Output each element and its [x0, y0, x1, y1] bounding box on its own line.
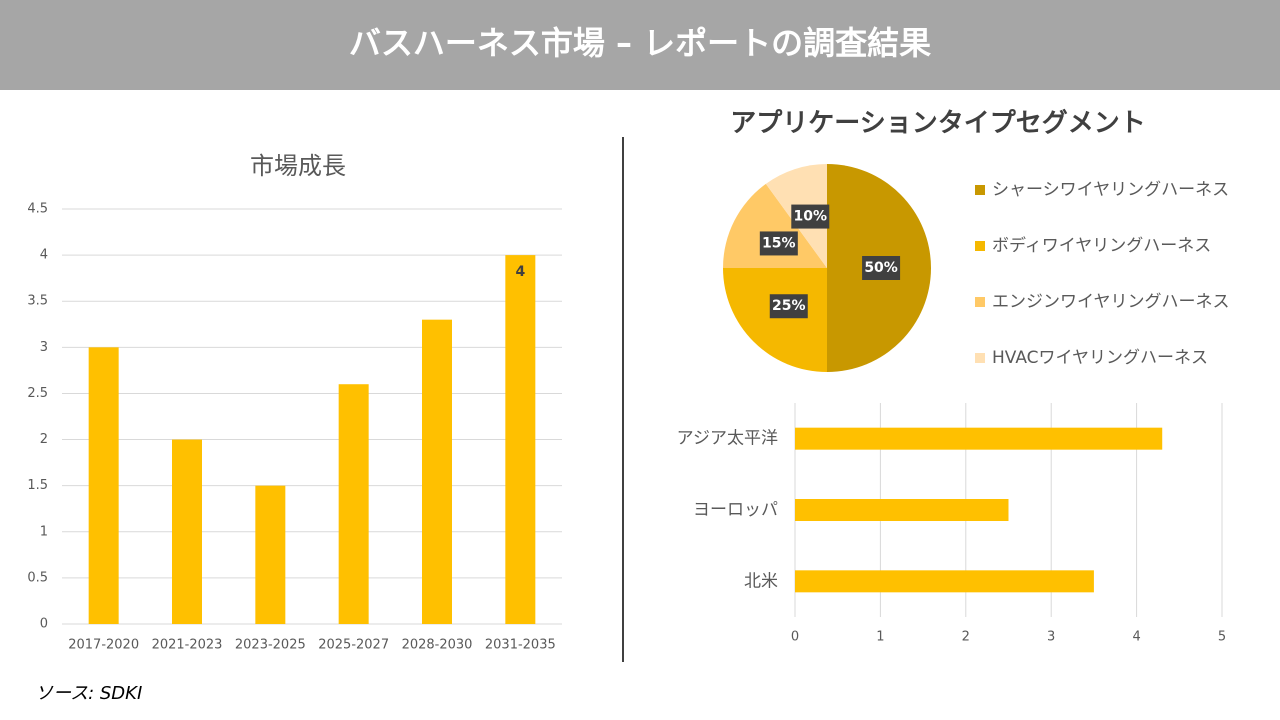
legend-swatch	[975, 297, 985, 307]
y-tick-label: 4.5	[27, 202, 48, 217]
pie-slice	[723, 183, 827, 268]
x-tick-label: 5	[1218, 630, 1226, 645]
legend-label: シャーシワイヤリングハーネス	[992, 180, 1229, 200]
x-tick-label: 2028-2030	[402, 638, 473, 653]
source: ソース: SDKI	[35, 683, 142, 704]
bar	[422, 319, 452, 624]
data-label-box	[759, 231, 798, 256]
x-tick-label: 2031-2035	[485, 638, 556, 653]
x-tick-label: 2023-2025	[235, 638, 306, 653]
x-tick-label: 3	[1047, 630, 1055, 645]
chart-title: 市場成長	[250, 152, 346, 180]
data-label: 25%	[772, 298, 806, 314]
bar	[172, 439, 202, 624]
legend-swatch	[975, 241, 985, 251]
y-tick-label: アジア太平洋	[677, 429, 778, 449]
y-tick-label: 0.5	[27, 570, 48, 585]
data-label: 10%	[794, 209, 828, 225]
x-tick-label: 2025-2027	[318, 638, 389, 653]
header-band	[0, 0, 1280, 90]
y-tick-label: 4	[40, 248, 48, 263]
x-tick-label: 1	[876, 630, 884, 645]
bar	[795, 427, 1163, 450]
y-tick-label: 1	[40, 524, 48, 539]
bar	[88, 347, 119, 624]
bar	[338, 384, 369, 624]
y-tick-label: 北米	[744, 571, 778, 591]
page-title: バスハーネス市場 – レポートの調査結果	[349, 24, 931, 62]
x-tick-label: 2	[962, 630, 970, 645]
x-tick-label: 2017-2020	[68, 638, 139, 653]
y-tick-label: ヨーロッパ	[693, 500, 778, 520]
pie-slice	[723, 268, 827, 372]
data-label-box	[769, 294, 808, 319]
data-label: 4	[515, 264, 525, 280]
data-label: 50%	[864, 260, 898, 276]
y-tick-label: 2	[40, 432, 48, 447]
bar	[505, 255, 536, 624]
legend-label: ボディワイヤリングハーネス	[992, 235, 1211, 256]
y-tick-label: 1.5	[27, 478, 48, 493]
y-tick-label: 0	[40, 617, 48, 632]
y-tick-label: 2.5	[27, 386, 48, 401]
bar	[255, 485, 286, 624]
x-tick-label: 4	[1132, 630, 1140, 645]
bar	[795, 499, 1009, 521]
data-label-box	[791, 204, 830, 229]
data-label: 15%	[762, 235, 796, 251]
y-tick-label: 3	[40, 340, 48, 355]
y-tick-label: 3.5	[27, 294, 48, 309]
chart-title: アプリケーションタイプセグメント	[730, 109, 1145, 139]
data-label-box	[862, 256, 901, 280]
legend-label: エンジンワイヤリングハーネス	[992, 292, 1230, 312]
legend-label: HVACワイヤリングハーネス	[992, 348, 1208, 368]
legend-swatch	[975, 185, 985, 195]
bar	[795, 570, 1094, 593]
x-tick-label: 2021-2023	[152, 638, 223, 653]
x-tick-label: 0	[791, 630, 799, 645]
legend-swatch	[975, 353, 985, 363]
